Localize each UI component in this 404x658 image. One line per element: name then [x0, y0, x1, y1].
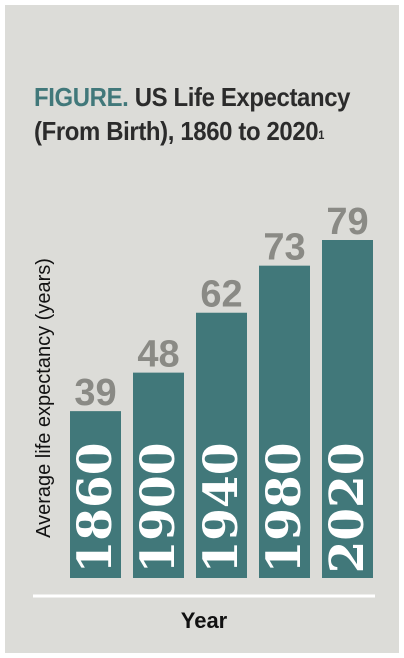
chart-title: FIGURE. US Life Expectancy (From Birth),… — [34, 80, 356, 148]
value-label-2020: 79 — [326, 201, 368, 243]
category-label-1940: 1940 — [194, 443, 249, 574]
title-text: US Life Expectancy (From Birth), 1860 to… — [34, 82, 351, 146]
y-axis-label: Average life expectancy (years) — [33, 258, 55, 538]
bar-1980 — [259, 265, 310, 578]
category-label-1980: 1980 — [257, 443, 312, 574]
value-label-1900: 48 — [137, 334, 179, 376]
category-label-1900: 1900 — [131, 443, 186, 574]
title-prefix: FIGURE. — [34, 82, 129, 112]
bars-layer: 39 1860 48 1900 62 1940 73 1980 79 2020 — [68, 201, 375, 578]
value-label-1980: 73 — [263, 227, 305, 269]
value-label-1940: 62 — [200, 274, 242, 316]
category-label-1860: 1860 — [68, 443, 123, 574]
bar-1860 — [70, 411, 121, 578]
bar-1900 — [133, 372, 184, 578]
bar-1940 — [196, 312, 247, 578]
category-label-2020: 2020 — [320, 443, 375, 574]
bar-2020 — [322, 240, 373, 578]
value-label-1860: 39 — [74, 372, 116, 414]
title-footnote-marker: 1 — [318, 128, 324, 142]
x-axis-label: Year — [181, 608, 228, 633]
